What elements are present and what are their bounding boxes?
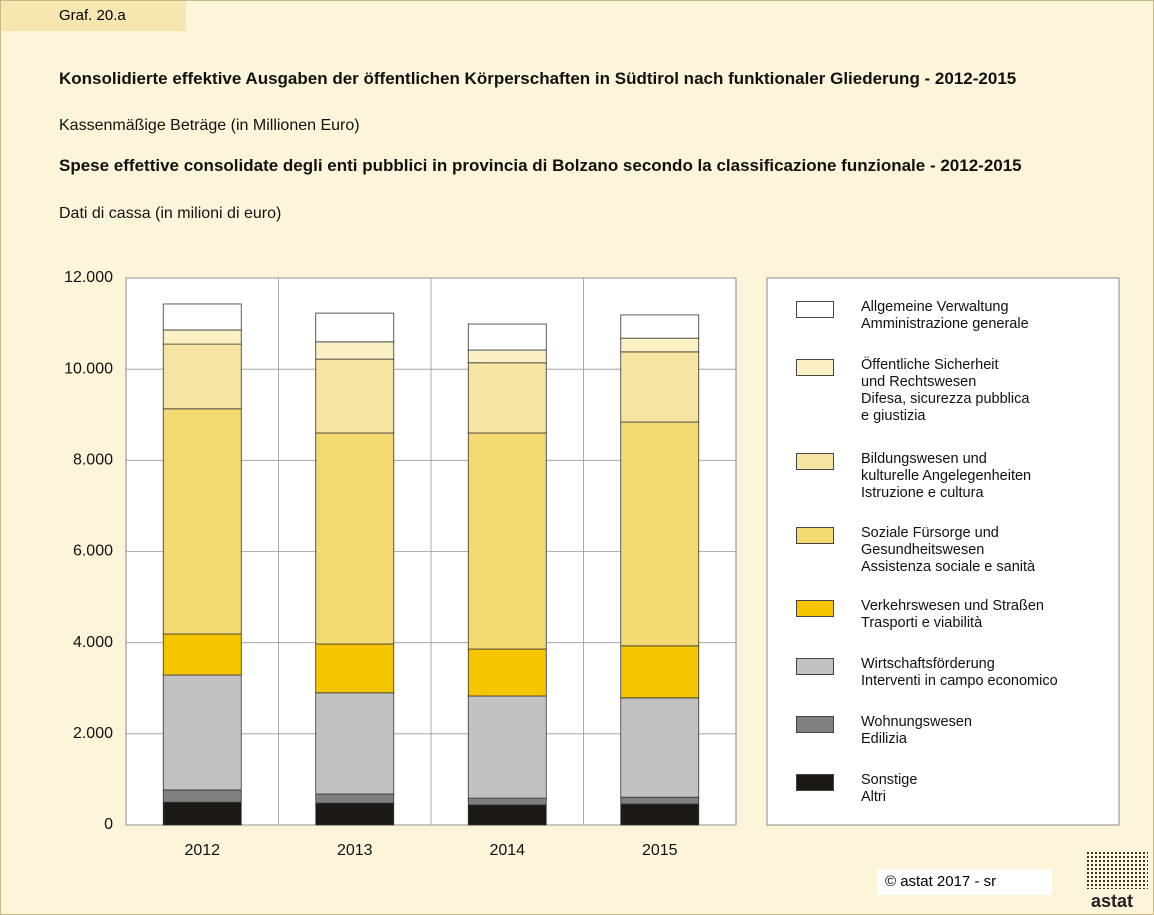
bar-segment <box>620 351 700 423</box>
bar-segment <box>162 801 242 826</box>
bar-segment <box>620 803 700 826</box>
legend-swatch <box>796 527 834 544</box>
y-tick-label: 0 <box>104 816 113 833</box>
bar-segment <box>620 796 700 805</box>
subtitle: Dati di cassa (in milioni di euro) <box>59 205 282 222</box>
x-tick-label: 2012 <box>184 842 220 859</box>
legend-swatch <box>796 600 834 617</box>
bar-segment <box>467 648 547 697</box>
bar-segment <box>315 358 395 434</box>
bar-segment <box>467 349 547 364</box>
logo: astat <box>1091 891 1134 911</box>
logo-mark <box>1086 851 1148 889</box>
bar-segment <box>467 695 547 799</box>
legend-label: Soziale Fürsorge und Gesundheitswesen As… <box>861 525 1036 575</box>
legend-label: Öffentliche Sicherheit und Rechtswesen D… <box>861 357 1030 424</box>
bar-segment <box>620 421 700 647</box>
title: Spese effettive consolidate degli enti p… <box>59 156 1022 175</box>
y-tick-label: 4.000 <box>73 634 113 651</box>
bar-segment <box>315 692 395 795</box>
bar-segment <box>467 432 547 650</box>
legend-label: Sonstige Altri <box>861 772 918 805</box>
legend-swatch <box>796 716 834 733</box>
x-tick-label: 2014 <box>489 842 525 859</box>
bar-segment <box>620 337 700 353</box>
legend-swatch <box>796 301 834 318</box>
legend-label: Wirtschaftsförderung Interventi in campo… <box>861 656 1058 689</box>
bar-segment <box>315 793 395 804</box>
bar-segment <box>162 303 242 331</box>
bar-segment <box>467 323 547 351</box>
y-tick-label: 12.000 <box>64 269 113 286</box>
subtitle: Kassenmäßige Beträge (in Millionen Euro) <box>59 117 360 134</box>
legend-swatch <box>796 658 834 675</box>
bar-segment <box>315 802 395 826</box>
y-tick-label: 10.000 <box>64 360 113 377</box>
bar-segment <box>162 674 242 791</box>
bar-segment <box>315 643 395 694</box>
bar-segment <box>467 797 547 806</box>
legend-label: Wohnungswesen Edilizia <box>861 714 972 747</box>
bar-segment <box>162 408 242 635</box>
bar-segment <box>162 329 242 345</box>
bar-segment <box>467 362 547 434</box>
footer: © astat 2017 - sr <box>877 869 1052 895</box>
bar-segment <box>620 645 700 699</box>
bar-segment <box>162 343 242 410</box>
x-tick-label: 2015 <box>642 842 678 859</box>
title: Konsolidierte effektive Ausgaben der öff… <box>59 69 1017 88</box>
legend-label: Allgemeine Verwaltung Amministrazione ge… <box>861 299 1029 332</box>
tab: Graf. 20.a <box>1 1 186 31</box>
legend-label: Bildungswesen und kulturelle Angelegenhe… <box>861 451 1032 501</box>
bar-segment <box>315 341 395 360</box>
bar-segment <box>620 697 700 798</box>
y-tick-label: 2.000 <box>73 725 113 742</box>
y-tick-label: 8.000 <box>73 452 113 469</box>
legend-swatch <box>796 453 834 470</box>
bar-segment <box>315 432 395 645</box>
bar-segment <box>162 789 242 803</box>
legend-label: Verkehrswesen und Straßen Trasporti e vi… <box>861 598 1044 631</box>
legend-swatch <box>796 359 834 376</box>
y-tick-label: 6.000 <box>73 543 113 560</box>
legend-swatch <box>796 774 834 791</box>
x-tick-label: 2013 <box>337 842 373 859</box>
bar-segment <box>162 633 242 676</box>
bar-segment <box>315 312 395 343</box>
bar-segment <box>467 804 547 826</box>
bar-segment <box>620 314 700 339</box>
